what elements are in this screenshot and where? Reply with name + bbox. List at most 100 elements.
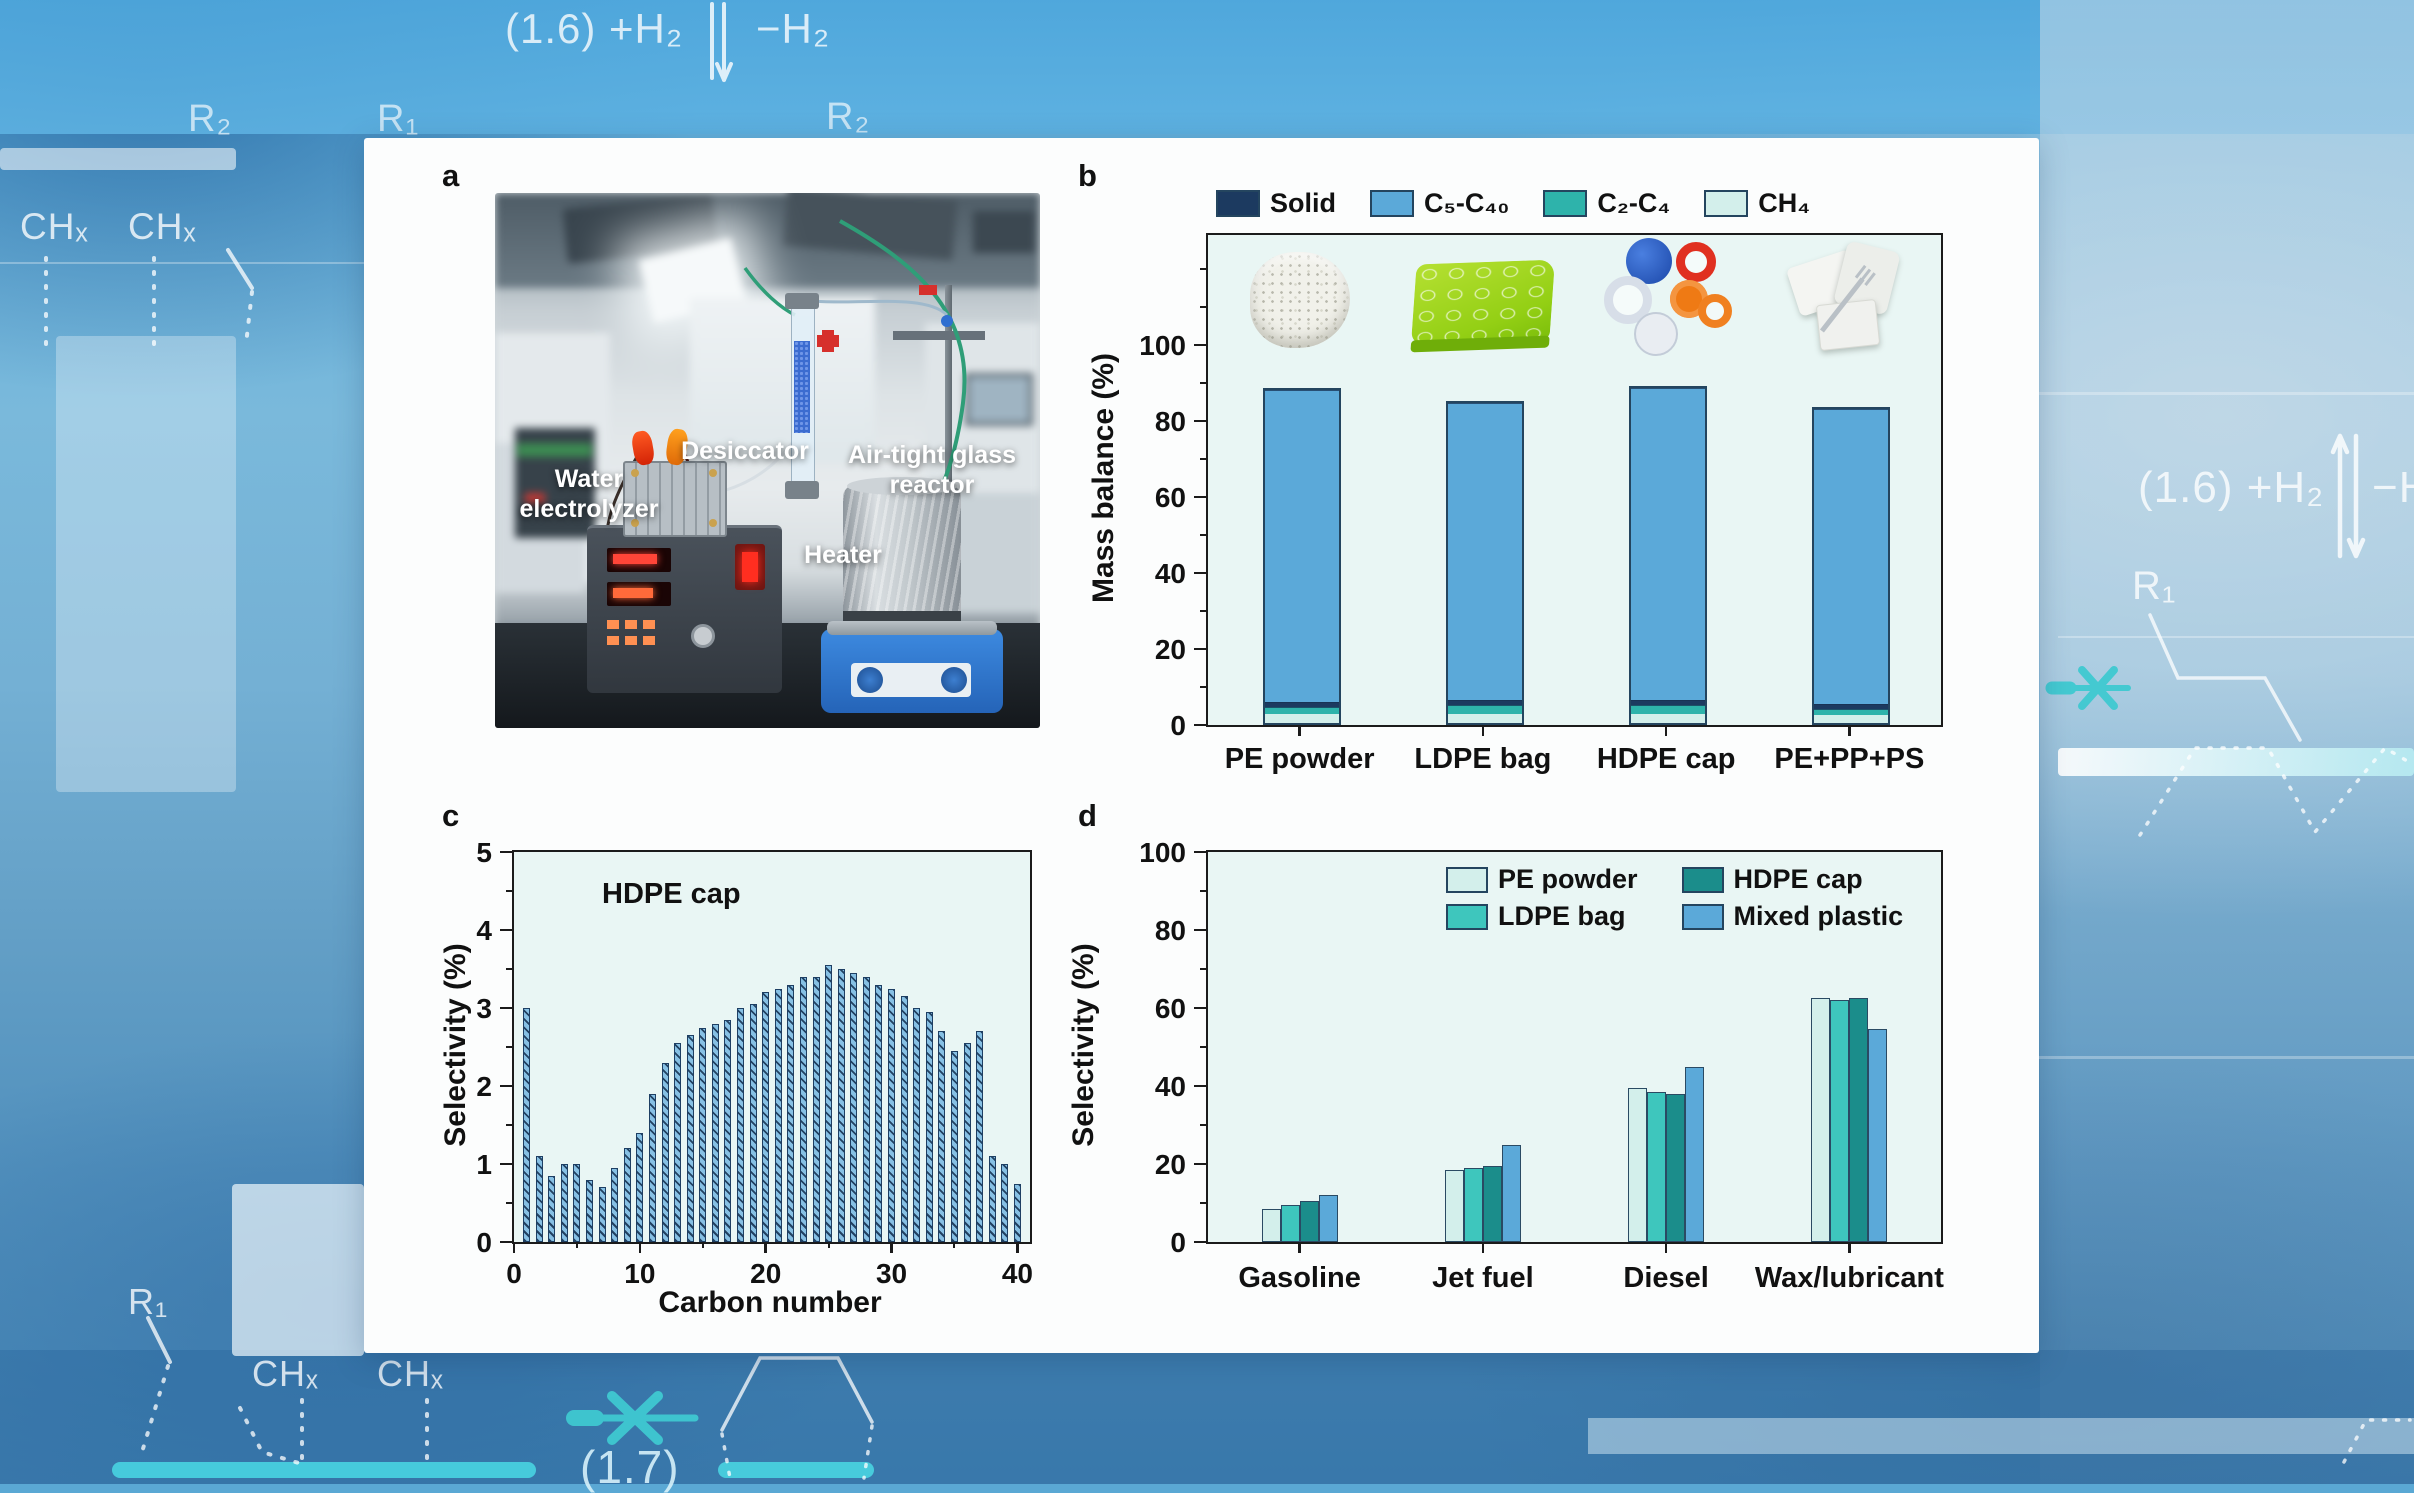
x-axis-tick xyxy=(1016,1242,1019,1253)
y-axis-minor-tick xyxy=(1200,458,1207,461)
x-axis-tick-label: 10 xyxy=(624,1258,656,1289)
y-axis-minor-tick xyxy=(1200,1202,1207,1204)
legend-swatch-Solid xyxy=(1216,190,1260,217)
bar-segment-Solid xyxy=(1264,702,1339,707)
carbon-bar-25 xyxy=(825,965,833,1242)
bar-segment-C₅-C₄₀ xyxy=(1264,389,1339,703)
stand-rod xyxy=(945,285,952,630)
carbon-bar-23 xyxy=(799,976,807,1242)
figure-panel: a b c d xyxy=(364,138,2039,1353)
legend-label-HDPE cap: HDPE cap xyxy=(1733,864,1863,894)
y-axis-tick xyxy=(1194,419,1207,423)
y-axis-tick xyxy=(1194,723,1207,727)
bar-segment-C₅-C₄₀ xyxy=(1447,402,1522,701)
bar-segment-Solid xyxy=(1447,700,1522,705)
x-axis-tick xyxy=(1298,1242,1301,1253)
y-axis-minor-tick xyxy=(1200,610,1207,613)
x-axis-minor-tick xyxy=(827,1242,830,1248)
hexagon-bottom-mid-solid xyxy=(720,1356,874,1432)
legend-swatch-C₅-C₄₀ xyxy=(1370,190,1414,217)
y-axis-tick-label: 0 xyxy=(1170,710,1186,741)
carbon-bar-12 xyxy=(661,1062,669,1242)
y-axis-tick xyxy=(1194,495,1207,499)
panel-d-ylabel: Selectivity (%) xyxy=(1067,943,1100,1147)
legend-swatch-HDPE cap xyxy=(1681,866,1724,893)
equilibrium-arrow-right-line1 xyxy=(2330,433,2350,559)
stand-clamp xyxy=(893,331,985,340)
hotplate-knob-1 xyxy=(857,667,883,693)
hexagon-bottom-right-dotted xyxy=(2342,1418,2412,1464)
y-axis-tick xyxy=(1194,1162,1207,1166)
power-switch xyxy=(735,544,765,590)
r1-label-bottom: R₁ xyxy=(128,1281,169,1322)
carbon-bar-24 xyxy=(812,976,820,1242)
bar-Diesel-Mixed plastic xyxy=(1685,1066,1705,1242)
panel-b-label: b xyxy=(1078,158,1097,193)
x-category-label: Jet fuel xyxy=(1432,1262,1534,1294)
bar-segment-Solid xyxy=(1814,703,1889,709)
x-axis-tick-label: 30 xyxy=(875,1258,908,1289)
legend-swatch-LDPE bag xyxy=(1446,903,1488,930)
teal-x-bottom xyxy=(607,1391,663,1445)
y-axis-tick-label: 3 xyxy=(476,993,492,1024)
x-axis-tick xyxy=(1848,725,1851,736)
bar-segment-C₅-C₄₀ xyxy=(1814,408,1889,704)
bright-band-right xyxy=(2058,748,2414,776)
bar-Wax/lubricant-Mixed plastic xyxy=(1868,1029,1888,1242)
x-axis-tick xyxy=(890,1242,893,1253)
legend-swatch-CH₄ xyxy=(1704,190,1749,217)
equation-1-6-right-right: −H xyxy=(2372,463,2414,512)
x-axis-tick xyxy=(638,1242,642,1253)
desiccator-granules xyxy=(794,341,810,433)
chx-label-top-2: CHₓ xyxy=(128,206,197,247)
x-axis-tick xyxy=(1664,725,1668,736)
carbon-bar-26 xyxy=(837,969,845,1242)
legend-item-Solid: Solid xyxy=(1216,190,1336,217)
carbon-bar-40 xyxy=(1013,1183,1021,1242)
bar-Jet fuel-HDPE cap xyxy=(1482,1165,1502,1242)
y-axis-tick-label: 4 xyxy=(476,915,492,946)
equation-1-6-top-right: −H₂ xyxy=(756,5,831,52)
frosted-panel-left xyxy=(56,336,236,792)
carbon-bar-17 xyxy=(724,1019,732,1242)
x-category-label: LDPE bag xyxy=(1414,743,1552,775)
carbon-bar-37 xyxy=(976,1031,984,1242)
bar-Wax/lubricant-LDPE bag xyxy=(1830,1000,1850,1242)
bar-segment-C₂-C₄ xyxy=(1264,706,1339,714)
y-axis-tick xyxy=(1194,647,1207,651)
bar-Jet fuel-PE powder xyxy=(1444,1169,1464,1242)
panel-b-plot: 0 20 40 60 80 100 PE powder LDPE bag HDPE cap PE+… xyxy=(1139,233,1943,774)
y-axis-minor-tick xyxy=(1200,382,1207,385)
carbon-bar-14 xyxy=(686,1035,694,1242)
carbon-bar-9 xyxy=(623,1148,631,1242)
x-category-label: HDPE cap xyxy=(1596,743,1736,775)
cyan-bar-bottom-mid xyxy=(718,1462,874,1478)
carbon-bar-20 xyxy=(762,992,770,1242)
carbon-bar-3 xyxy=(548,1175,556,1242)
y-axis-minor-tick xyxy=(1200,968,1207,970)
background-top-band xyxy=(0,0,2414,134)
x-axis-tick xyxy=(1664,1242,1668,1253)
bond-bottom-left xyxy=(146,1316,172,1364)
carbon-bar-33 xyxy=(925,1011,933,1242)
carbon-bar-35 xyxy=(950,1050,958,1242)
heater-pot xyxy=(843,485,961,633)
x-axis-minor-tick xyxy=(701,1242,704,1248)
y-axis-tick-label: 60 xyxy=(1154,993,1186,1024)
y-axis-tick xyxy=(500,1162,513,1166)
chx-label-top-1: CHₓ xyxy=(20,206,89,247)
y-axis-tick xyxy=(1194,850,1207,854)
legend-swatch-PE powder xyxy=(1446,866,1488,893)
x-axis-tick-label: 20 xyxy=(750,1258,782,1289)
bar-Gasoline-Mixed plastic xyxy=(1318,1195,1338,1242)
background-right-column xyxy=(2040,0,2414,1484)
equation-1-6-top-left: (1.6) +H₂ xyxy=(505,5,684,52)
carbon-bar-21 xyxy=(774,988,782,1242)
y-axis-minor-tick xyxy=(506,890,513,892)
chx-label-bottom-2: CHₓ xyxy=(377,1353,444,1394)
equilibrium-arrow-right-line2 xyxy=(2346,433,2366,559)
x-category-label: Wax/lubricant xyxy=(1754,1262,1944,1294)
carbon-bar-5 xyxy=(573,1164,581,1242)
carbon-bar-11 xyxy=(648,1093,656,1242)
pale-band-bottom-right xyxy=(1588,1418,2414,1454)
